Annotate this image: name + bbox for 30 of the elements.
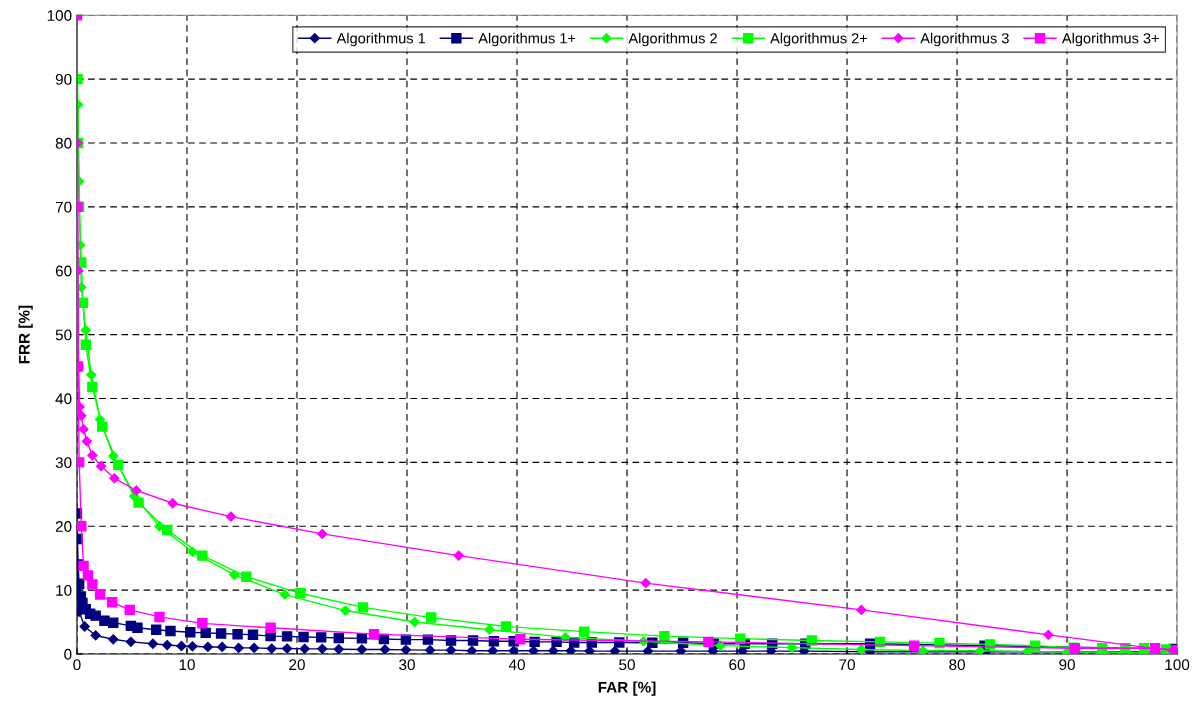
y-tick-label: 60 [55,265,72,277]
x-tick-label: 90 [1059,659,1075,671]
y-tick-label: 70 [55,201,72,213]
x-tick-label: 20 [289,659,305,671]
y-tick-label: 20 [55,521,72,532]
x-tick-label: 50 [619,659,635,671]
x-tick-label: 30 [399,659,415,671]
y-tick-label: 50 [55,329,72,341]
x-tick-label: 80 [949,659,965,671]
legend-label: Algorithmus 2+ [770,32,868,47]
x-tick-label: 10 [179,659,195,671]
x-tick-label: 0 [73,659,81,671]
x-axis-title: FAR [%] [598,681,656,696]
x-tick-label: 100 [1165,659,1190,671]
legend-label: Algorithmus 3 [920,32,1009,47]
y-tick-label: 90 [55,73,72,85]
y-tick-label: 0 [64,648,72,660]
y-tick-label: 10 [56,584,72,596]
y-tick-label: 80 [55,137,72,149]
legend-label: Algorithmus 3+ [1061,32,1159,47]
x-tick-label: 60 [729,659,745,671]
y-tick-label: 30 [55,457,72,469]
y-tick-label: 100 [47,10,72,21]
y-tick-label: 40 [55,393,72,405]
x-tick-label: 70 [839,659,855,671]
legend-label: Algorithmus 1+ [478,32,576,47]
y-axis-title: FRR [%] [18,305,33,364]
x-tick-label: 40 [508,659,525,671]
legend-label: Algorithmus 2 [628,32,717,47]
legend-label: Algorithmus 1 [336,32,426,47]
